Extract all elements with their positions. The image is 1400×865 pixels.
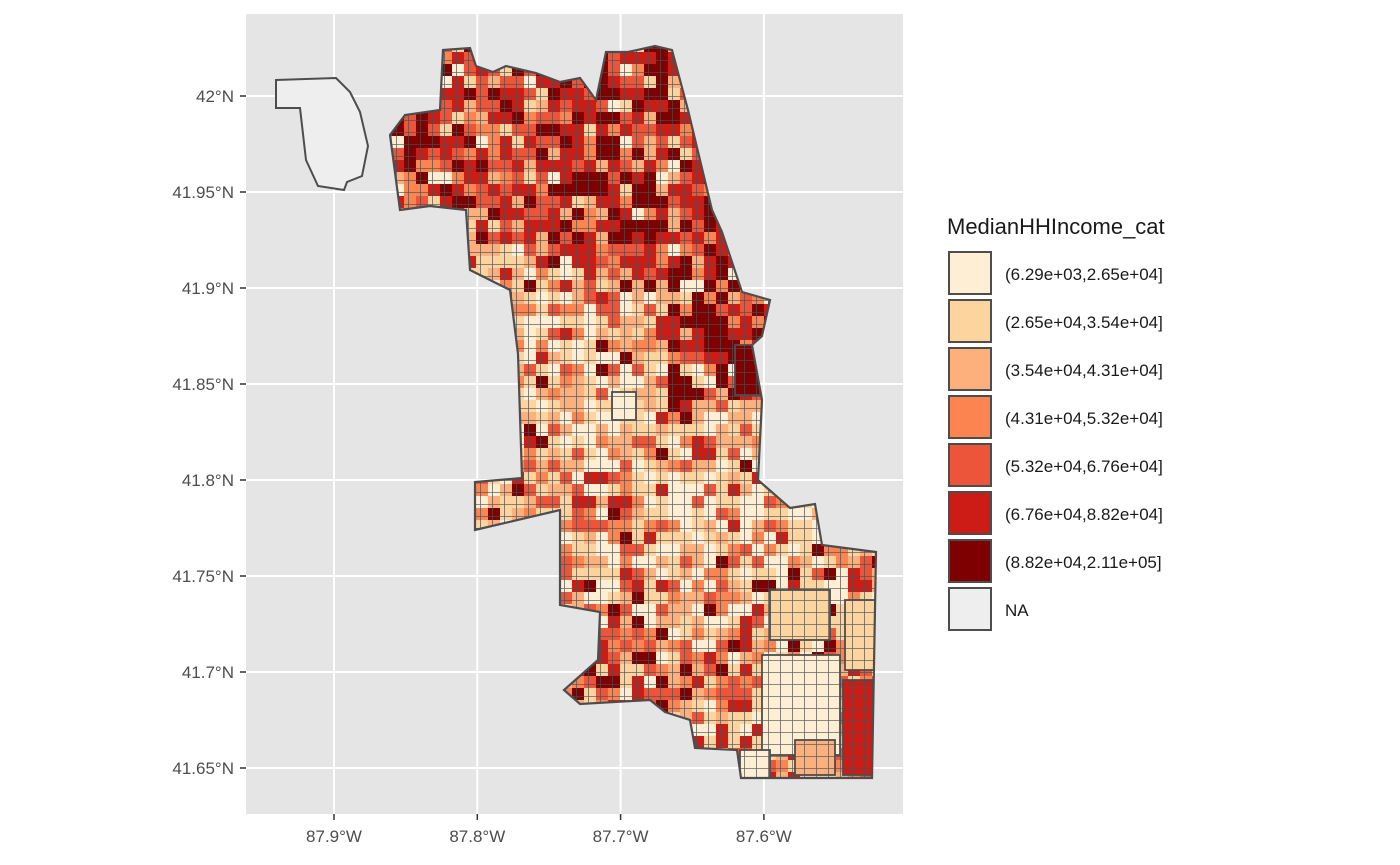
city-boundary: [388, 44, 878, 780]
legend-label: (3.54e+04,4.31e+04]: [1005, 361, 1163, 380]
y-tick-label: 41.7°N: [182, 663, 234, 682]
legend-key: [948, 347, 992, 391]
legend-label: (5.32e+04,6.76e+04]: [1005, 457, 1163, 476]
x-axis: 87.9°W 87.8°W 87.7°W 87.6°W: [306, 814, 792, 846]
legend-label: (8.82e+04,2.11e+05]: [1005, 553, 1162, 572]
y-tick-label: 41.65°N: [172, 759, 234, 778]
legend-label: (6.29e+03,2.65e+04]: [1005, 265, 1163, 284]
legend-label: (6.76e+04,8.82e+04]: [1005, 505, 1163, 524]
legend-key: [948, 587, 992, 631]
y-tick-label: 42°N: [196, 87, 234, 106]
legend-key: [948, 443, 992, 487]
y-axis: 41.65°N 41.7°N 41.75°N 41.8°N 41.85°N 41.9°N 4…: [172, 87, 246, 778]
x-tick-label: 87.8°W: [449, 827, 505, 846]
legend-key: [948, 251, 992, 295]
y-tick-label: 41.9°N: [182, 279, 234, 298]
legend-label: (4.31e+04,5.32e+04]: [1005, 409, 1163, 428]
legend-label: (2.65e+04,3.54e+04]: [1005, 313, 1163, 332]
y-tick-label: 41.85°N: [172, 375, 234, 394]
y-tick-label: 41.8°N: [182, 471, 234, 490]
legend-key: [948, 539, 992, 583]
y-tick-label: 41.75°N: [172, 567, 234, 586]
x-tick-label: 87.6°W: [736, 827, 792, 846]
legend-label: NA: [1005, 601, 1029, 620]
legend: MedianHHIncome_cat (6.29e+03,2.65e+04] (2…: [947, 214, 1165, 631]
legend-key: [948, 299, 992, 343]
legend-title: MedianHHIncome_cat: [947, 214, 1165, 239]
y-tick-label: 41.95°N: [172, 183, 234, 202]
legend-key: [948, 395, 992, 439]
legend-key: [948, 491, 992, 535]
x-tick-label: 87.9°W: [306, 827, 362, 846]
na-region-ohare: [275, 76, 370, 192]
x-tick-label: 87.7°W: [593, 827, 649, 846]
